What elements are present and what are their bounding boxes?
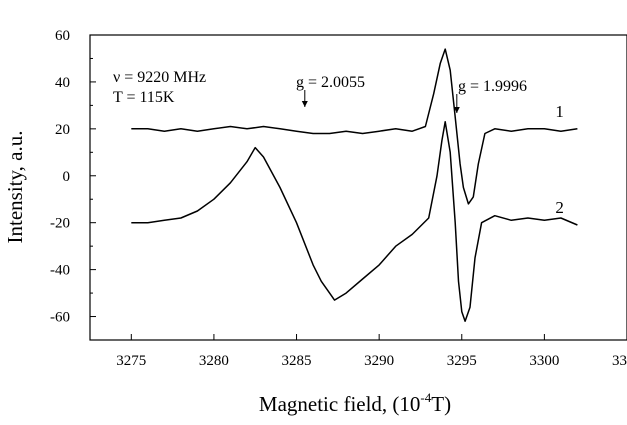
ticks-layer: 3275 3280 3285 3290 3295 3300 3305 -60 -40 -20 0 20… <box>50 28 627 369</box>
series-1-label: 1 <box>555 102 564 121</box>
x-tick-label-3300: 3300 <box>529 353 559 369</box>
y-tick-label--60: -60 <box>50 310 70 326</box>
x-axis-title-unit: T) <box>431 392 451 416</box>
y-axis-title: Intensity, a.u. <box>3 131 27 244</box>
x-tick-label-3285: 3285 <box>282 353 312 369</box>
x-tick-label-3290: 3290 <box>364 353 394 369</box>
g-factor-annotation-2: g = 1.9996 <box>458 78 527 95</box>
y-tick-label-0: 0 <box>63 169 71 185</box>
series-layer <box>131 48 578 322</box>
y-tick-label-60: 60 <box>55 28 70 44</box>
frequency-annotation: ν = 9220 MHz <box>113 69 206 86</box>
y-tick-label--40: -40 <box>50 263 70 279</box>
y-tick-label-20: 20 <box>55 122 70 138</box>
series-1-line <box>131 48 578 205</box>
plot-frame <box>89 34 627 341</box>
g1-arrowhead <box>301 101 308 107</box>
x-axis-title-exponent: -4 <box>420 390 431 405</box>
x-axis-title-main: Magnetic field, (10 <box>259 392 421 416</box>
y-tick-label--20: -20 <box>50 216 70 232</box>
x-tick-label-3275: 3275 <box>116 353 146 369</box>
labels-layer: 12 <box>555 102 564 217</box>
x-tick-label-3305: 3305 <box>612 353 627 369</box>
g2-arrowhead <box>453 107 460 113</box>
series-2-line <box>131 121 578 322</box>
y-tick-label-40: 40 <box>55 75 70 91</box>
g-factor-annotation-1: g = 2.0055 <box>296 74 365 91</box>
temperature-annotation: T = 115K <box>113 89 175 106</box>
x-tick-label-3295: 3295 <box>447 353 477 369</box>
x-tick-label-3280: 3280 <box>199 353 229 369</box>
series-2-label: 2 <box>555 198 564 217</box>
x-axis-title: Magnetic field, (10-4T) <box>259 390 451 416</box>
